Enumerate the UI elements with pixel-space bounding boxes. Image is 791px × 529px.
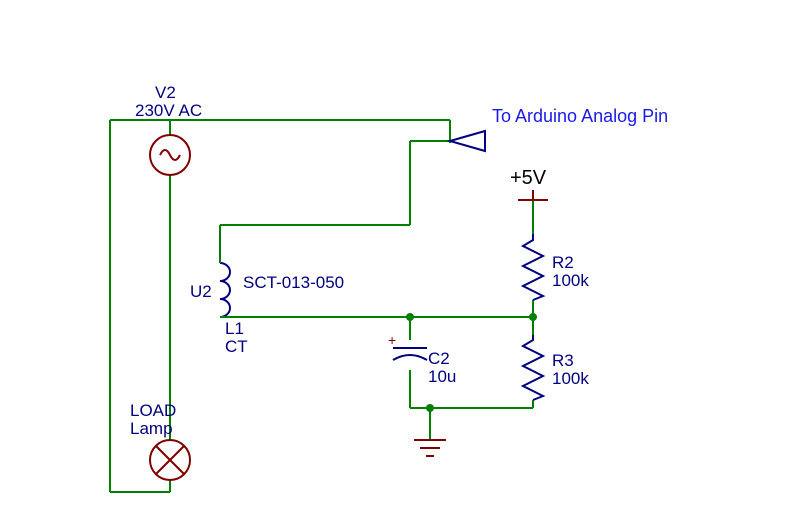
ct-coil	[220, 263, 230, 317]
arduino-label: To Arduino Analog Pin	[492, 107, 668, 127]
r2-value: 100k	[552, 272, 589, 291]
load-value: Lamp	[130, 420, 173, 439]
vcc-symbol	[518, 190, 548, 200]
ground-symbol	[414, 440, 446, 456]
c2-capacitor: +	[388, 332, 427, 360]
ct-ref: U2	[190, 283, 212, 302]
vcc-label: +5V	[510, 167, 546, 189]
ct-name: L1	[225, 320, 244, 339]
arduino-port	[450, 131, 485, 151]
v2-ref: V2	[155, 84, 176, 103]
ct-part: SCT-013-050	[243, 274, 344, 293]
r3-resistor	[523, 335, 543, 400]
r2-resistor	[523, 234, 543, 300]
c2-value: 10u	[428, 368, 456, 387]
schematic-canvas: +	[0, 0, 791, 529]
v2-source	[150, 135, 190, 175]
r3-value: 100k	[552, 370, 589, 389]
load-ref: LOAD	[130, 402, 176, 421]
c2-ref: C2	[428, 350, 450, 369]
junctions	[406, 313, 537, 412]
r3-ref: R3	[552, 352, 574, 371]
svg-text:+: +	[388, 332, 396, 348]
load-lamp	[150, 440, 190, 480]
r2-ref: R2	[552, 254, 574, 273]
ct-subtype: CT	[225, 338, 248, 357]
v2-value: 230V AC	[135, 102, 202, 121]
